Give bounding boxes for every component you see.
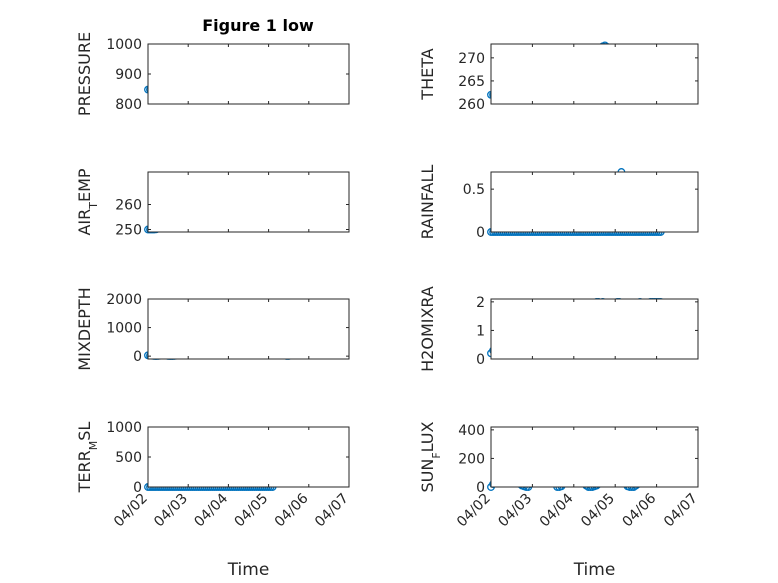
chart-7-y-tick-label: 0	[133, 480, 142, 496]
chart-7-y-axis-label: TERRMSL	[75, 422, 100, 494]
chart-3-y-tick-label: 260	[115, 198, 142, 214]
chart-1-y-tick-label: 900	[115, 67, 142, 83]
chart-1-y-tick-label: 1000	[106, 37, 142, 53]
chart-1: 800 900 1000 PRESSURE	[75, 32, 350, 116]
chart-5-axes-box	[147, 298, 350, 360]
chart-8-x-axis-label: Time	[573, 560, 616, 580]
chart-3-y-tick-label: 250	[115, 223, 142, 239]
chart-5-y-axis-label: MIXDEPTH	[75, 287, 94, 370]
chart-4-y-tick-label: 0.5	[463, 182, 485, 198]
chart-6-y-tick-label: 1	[476, 323, 485, 339]
chart-8-y-tick-label: 0	[476, 480, 485, 496]
chart-7-y-tick-label: 1000	[106, 420, 142, 436]
chart-5: 0 1000 2000 MIXDEPTH	[75, 287, 350, 371]
chart-3-y-axis-label: AIRTEMP	[75, 168, 100, 235]
chart-2-axes-box	[490, 43, 699, 105]
chart-7-y-tick-label: 500	[115, 450, 142, 466]
chart-5-y-tick-label: 1000	[106, 321, 142, 337]
chart-8-y-axis-label: SUNFLUX	[418, 421, 443, 492]
chart-3-axes-box	[147, 171, 350, 233]
chart-6-axes-box	[490, 298, 699, 360]
chart-7-x-axis-label: Time	[227, 560, 270, 580]
chart-7-axes-box	[147, 426, 350, 488]
chart-6-y-axis-label: H2OMIXRA	[418, 286, 437, 372]
chart-8-axes-box	[490, 426, 699, 488]
chart-8-y-tick-label: 400	[458, 423, 485, 439]
chart-2: 260 265 270 THETA	[418, 41, 699, 113]
chart-5-y-tick-label: 2000	[106, 292, 142, 308]
chart-3: 250 260 AIRTEMP	[75, 168, 350, 239]
chart-1-axes-box	[147, 43, 350, 105]
chart-8-y-tick-label: 200	[458, 451, 485, 467]
chart-2-y-axis-label: THETA	[418, 48, 437, 100]
chart-6: 0 1 2 H2OMIXRA	[418, 286, 699, 372]
chart-4: 0 0.5 RAINFALL	[418, 165, 699, 241]
chart-1-y-axis-label: PRESSURE	[75, 32, 94, 116]
chart-4-axes-box	[490, 171, 699, 233]
chart-1-y-tick-label: 800	[115, 97, 142, 113]
figure-title: Figure 1 low	[202, 16, 314, 35]
chart-5-y-tick-label: 0	[133, 349, 142, 365]
chart-2-y-tick-label: 270	[458, 51, 485, 67]
chart-4-y-tick-label: 0	[476, 225, 485, 241]
chart-6-y-tick-label: 2	[476, 295, 485, 311]
chart-4-y-axis-label: RAINFALL	[418, 165, 437, 240]
chart-2-y-tick-label: 265	[458, 74, 485, 90]
chart-6-y-tick-label: 0	[476, 352, 485, 368]
chart-2-y-tick-label: 260	[458, 97, 485, 113]
